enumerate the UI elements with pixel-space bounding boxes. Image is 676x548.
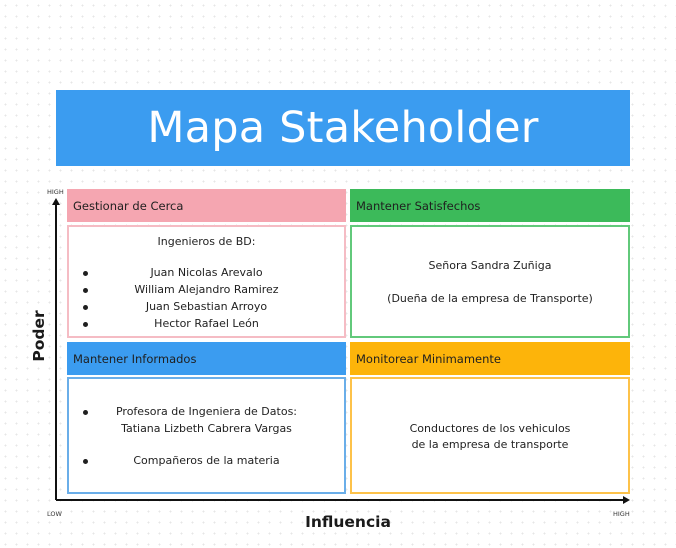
list-item-text: Juan Nicolas Arevalo xyxy=(150,266,263,279)
x-axis-line xyxy=(56,499,624,501)
list-item-text: William Alejandro Ramirez xyxy=(134,283,279,296)
quadrant-text: Señora Sandra Zuñiga xyxy=(428,259,552,272)
quadrant-header-mantener-informados: Mantener Informados xyxy=(67,342,346,375)
origin-low-label: LOW xyxy=(47,510,62,518)
quadrant-intro: Ingenieros de BD: xyxy=(157,235,256,248)
bullet-icon xyxy=(83,322,88,327)
bullet-icon xyxy=(83,459,88,464)
y-axis-title: Poder xyxy=(30,310,48,362)
y-axis-line xyxy=(55,204,57,500)
quadrant-header-monitorear-minimamente: Monitorear Minimamente xyxy=(350,342,630,375)
x-axis-title: Influencia xyxy=(305,513,391,531)
bullet-icon xyxy=(83,288,88,293)
bullet-icon xyxy=(83,305,88,310)
page-title: Mapa Stakeholder xyxy=(56,90,630,166)
quadrant-mantener-satisfechos: Señora Sandra Zuñiga (Dueña de la empres… xyxy=(350,225,630,338)
quadrant-text: de la empresa de transporte xyxy=(411,438,569,451)
quadrant-header-gestionar-de-cerca: Gestionar de Cerca xyxy=(67,189,346,222)
quadrant-text: (Dueña de la empresa de Transporte) xyxy=(387,292,593,305)
quadrant-monitorear-minimamente: Conductores de los vehiculos de la empre… xyxy=(350,377,630,494)
bullet-icon xyxy=(83,410,88,415)
quadrant-text: Conductores de los vehiculos xyxy=(409,422,571,435)
x-axis-high-label: HIGH xyxy=(613,510,630,518)
list-item-text: Profesora de Ingeniera de Datos: xyxy=(115,405,298,418)
list-item-text: Tatiana Lizbeth Cabrera Vargas xyxy=(121,422,292,435)
quadrant-gestionar-de-cerca: Ingenieros de BD: Juan Nicolas Arevalo W… xyxy=(67,225,346,338)
quadrant-mantener-informados: Profesora de Ingeniera de Datos: Tatiana… xyxy=(67,377,346,494)
bullet-icon xyxy=(83,271,88,276)
list-item-text: Juan Sebastian Arroyo xyxy=(145,300,268,313)
quadrant-header-mantener-satisfechos: Mantener Satisfechos xyxy=(350,189,630,222)
list-item-text: Hector Rafael León xyxy=(154,317,259,330)
y-axis-high-label: HIGH xyxy=(47,188,64,196)
list-item-text: Compañeros de la materia xyxy=(133,454,280,467)
x-axis-arrow-icon xyxy=(623,496,630,504)
y-axis-arrow-icon xyxy=(52,198,60,205)
